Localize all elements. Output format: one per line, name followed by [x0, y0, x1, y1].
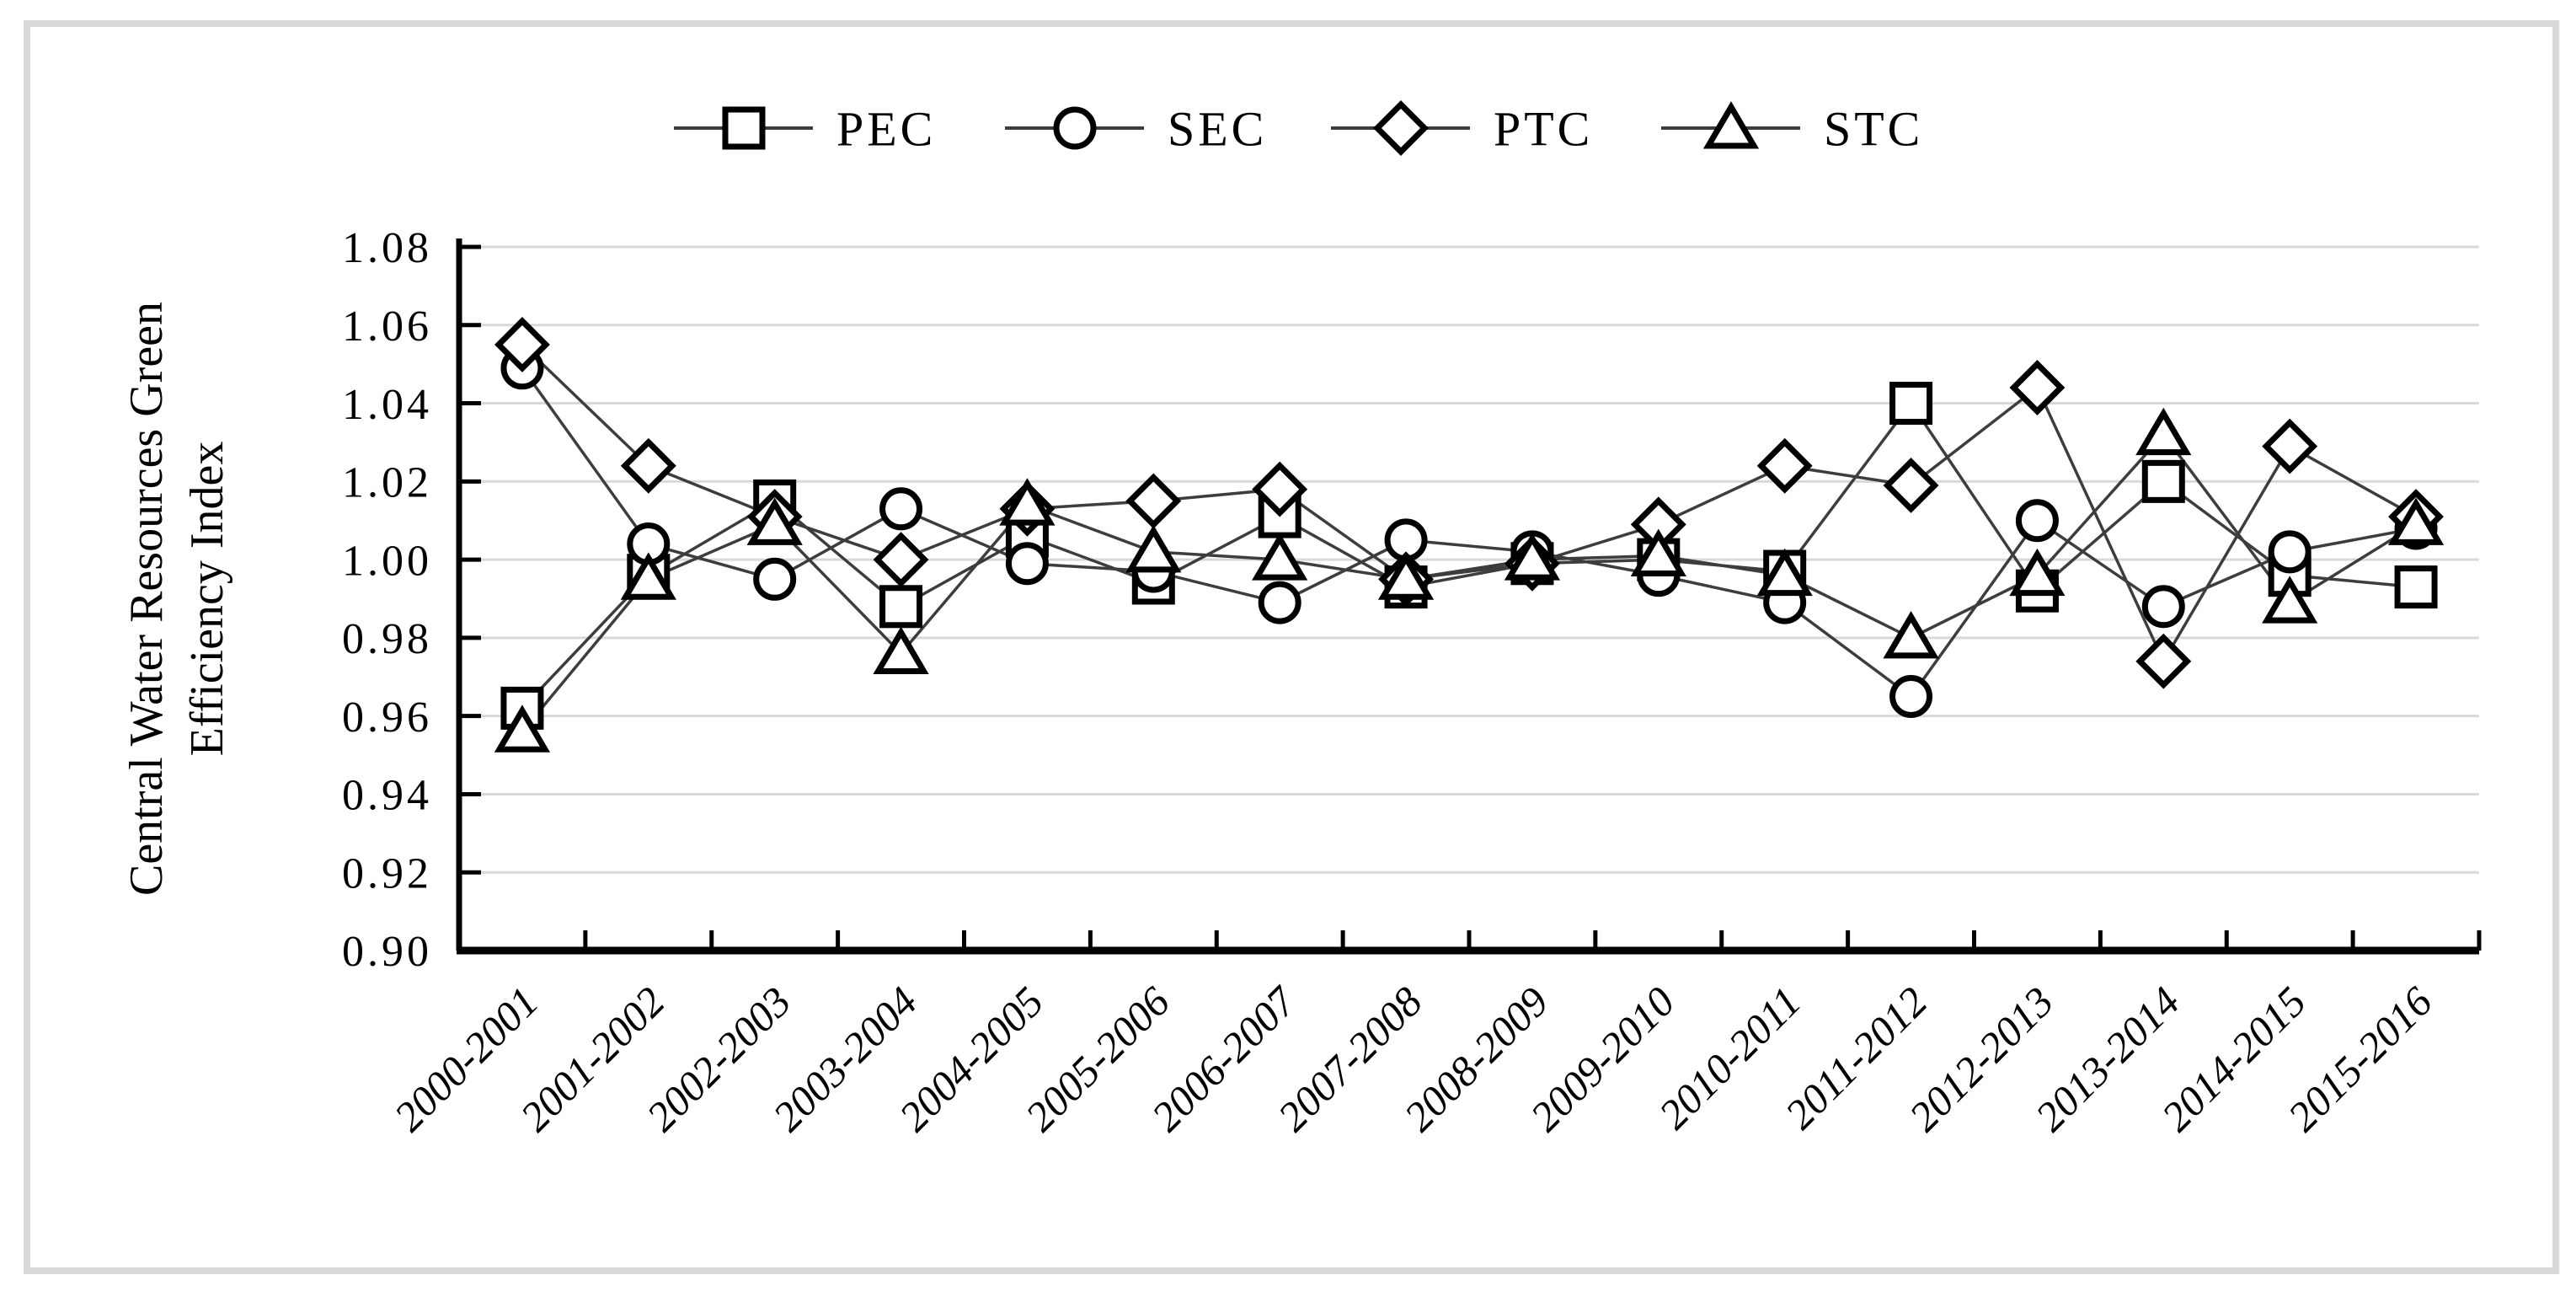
marker-PEC: [879, 585, 923, 629]
marker-PEC: [2141, 459, 2185, 503]
marker-PTC: [1252, 461, 1308, 517]
legend-item-SEC: SEC: [1005, 101, 1267, 156]
legend-item-PEC: PEC: [674, 101, 936, 156]
legend-triangle-icon: [1702, 101, 1760, 149]
series-line-SEC: [521, 367, 2417, 699]
y-tick-label: 1.06: [342, 303, 432, 351]
marker-SEC: [2015, 499, 2059, 543]
y-tick-label: 1.02: [342, 459, 432, 507]
y-tick-label: 1.00: [342, 537, 432, 585]
marker-PEC: [1889, 382, 1933, 426]
marker-SEC: [1889, 674, 1933, 718]
series-line-STC: [521, 431, 2417, 733]
y-tick-label: 0.94: [342, 772, 432, 820]
marker-STC: [1252, 533, 1308, 581]
legend-item-STC: STC: [1661, 101, 1923, 156]
marker-STC: [1883, 610, 1939, 659]
legend-item-PTC: PTC: [1331, 100, 1593, 156]
legend-circle-icon: [1053, 106, 1097, 150]
marker-STC: [620, 552, 676, 600]
marker-STC: [999, 478, 1056, 526]
marker-STC: [1756, 548, 1813, 597]
marker-STC: [494, 704, 551, 753]
marker-STC: [1504, 533, 1561, 581]
series-line-PEC: [521, 400, 2417, 710]
legend-label-SEC: SEC: [1168, 101, 1267, 156]
marker-STC: [1125, 524, 1182, 573]
marker-PTC: [1756, 437, 1813, 494]
y-axis-title-line2: Efficiency Index: [181, 442, 233, 757]
marker-PTC: [494, 317, 550, 372]
y-axis-title-line1: Central Water Resources Green: [120, 302, 173, 896]
marker-PTC: [1883, 458, 1939, 513]
marker-STC: [2387, 497, 2445, 545]
legend-square-icon: [722, 106, 766, 150]
marker-STC: [873, 626, 929, 674]
marker-STC: [2135, 407, 2192, 456]
marker-STC: [746, 497, 803, 545]
marker-STC: [2262, 576, 2318, 624]
y-tick-label: 1.08: [342, 224, 432, 272]
marker-PTC: [2135, 633, 2192, 689]
marker-PTC: [2262, 418, 2318, 474]
marker-SEC: [2268, 530, 2311, 574]
marker-STC: [1377, 552, 1435, 600]
marker-SEC: [2141, 585, 2185, 629]
marker-PTC: [620, 437, 676, 494]
y-tick-label: 0.96: [342, 694, 432, 742]
y-tick-label: 0.98: [342, 615, 432, 663]
series-line-PTC: [521, 343, 2417, 665]
marker-SEC: [1258, 581, 1301, 624]
marker-STC: [2009, 548, 2066, 597]
y-tick-label: 1.04: [342, 381, 432, 429]
marker-STC: [1630, 528, 1686, 576]
figure-border: [24, 20, 2559, 1274]
marker-PEC: [2394, 565, 2438, 609]
y-tick-label: 0.92: [342, 849, 432, 897]
marker-SEC: [879, 487, 923, 531]
legend-label-PTC: PTC: [1494, 101, 1593, 156]
marker-SEC: [753, 557, 797, 601]
legend-label-PEC: PEC: [836, 101, 936, 156]
marker-SEC: [1005, 542, 1049, 586]
legend-diamond-icon: [1373, 100, 1429, 156]
marker-PTC: [2009, 360, 2066, 415]
y-tick-label: 0.90: [342, 928, 432, 976]
marker-PTC: [873, 532, 929, 588]
legend-label-STC: STC: [1824, 101, 1923, 156]
marker-PTC: [1125, 473, 1182, 529]
